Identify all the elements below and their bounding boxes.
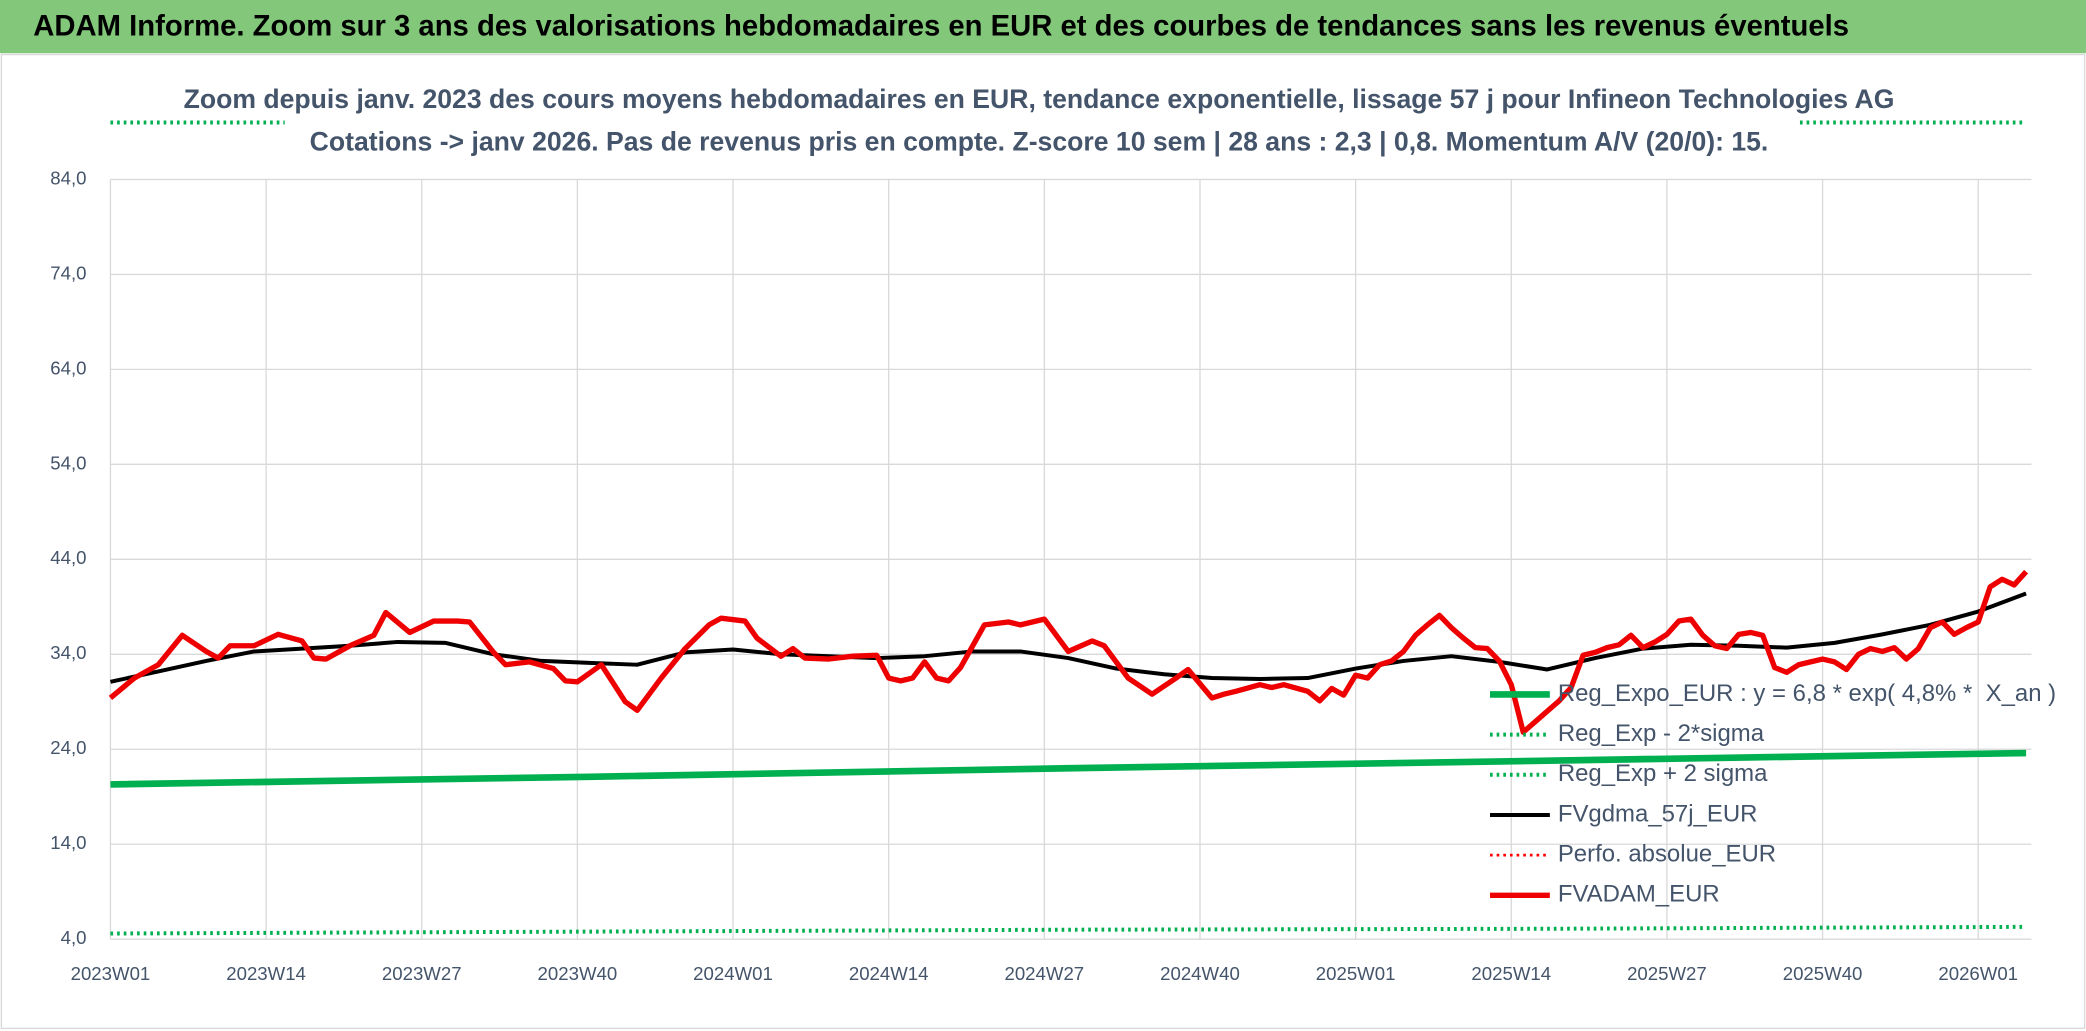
subtitle-backdrop <box>284 77 1799 171</box>
y-tick-label: 4,0 <box>61 927 87 948</box>
y-tick-label: 84,0 <box>50 167 86 188</box>
x-tick-label: 2025W14 <box>1471 963 1551 984</box>
series-line <box>110 924 2027 936</box>
subtitle: Cotations -> janv 2026. Pas de revenus p… <box>310 127 1769 157</box>
legend-label: Reg_Expo_EUR : y = 6,8 * exp( 4,8% * X_a… <box>1558 680 2056 707</box>
series-line <box>108 569 2029 735</box>
y-tick-label: 14,0 <box>50 832 86 853</box>
legend-label: Reg_Exp - 2*sigma <box>1558 720 1765 747</box>
x-tick-label: 2025W40 <box>1783 963 1863 984</box>
series-line <box>110 749 2027 788</box>
x-tick-label: 2024W14 <box>849 963 929 984</box>
legend-label: Reg_Exp + 2 sigma <box>1558 760 1768 787</box>
y-tick-label: 34,0 <box>50 642 86 663</box>
x-tick-label: 2026W01 <box>1938 963 2018 984</box>
y-tick-label: 44,0 <box>50 547 86 568</box>
legend: Reg_Expo_EUR : y = 6,8 * exp( 4,8% * X_a… <box>1489 680 2056 908</box>
x-tick-label: 2024W40 <box>1160 963 1240 984</box>
series-line <box>110 591 2027 684</box>
legend-label: FVgdma_57j_EUR <box>1558 800 1758 827</box>
x-tick-label: 2023W40 <box>538 963 618 984</box>
chart-title: ADAM Informe. Zoom sur 3 ans des valoris… <box>33 11 1849 43</box>
x-tick-label: 2023W27 <box>382 963 462 984</box>
legend-label: Perfo. absolue_EUR <box>1558 840 1776 867</box>
x-tick-label: 2024W01 <box>693 963 773 984</box>
y-tick-label: 24,0 <box>50 737 86 758</box>
header-bar <box>0 0 2086 54</box>
legend-label: FVADAM_EUR <box>1558 881 1720 908</box>
y-tick-label: 74,0 <box>50 262 86 283</box>
x-tick-label: 2023W14 <box>226 963 306 984</box>
y-tick-label: 64,0 <box>50 357 86 378</box>
x-tick-label: 2024W27 <box>1004 963 1084 984</box>
y-tick-label: 54,0 <box>50 452 86 473</box>
x-tick-label: 2025W27 <box>1627 963 1707 984</box>
x-tick-label: 2025W01 <box>1316 963 1396 984</box>
chart-frame <box>0 53 2086 1030</box>
subtitle: Zoom depuis janv. 2023 des cours moyens … <box>184 84 1895 114</box>
x-tick-label: 2023W01 <box>71 963 151 984</box>
